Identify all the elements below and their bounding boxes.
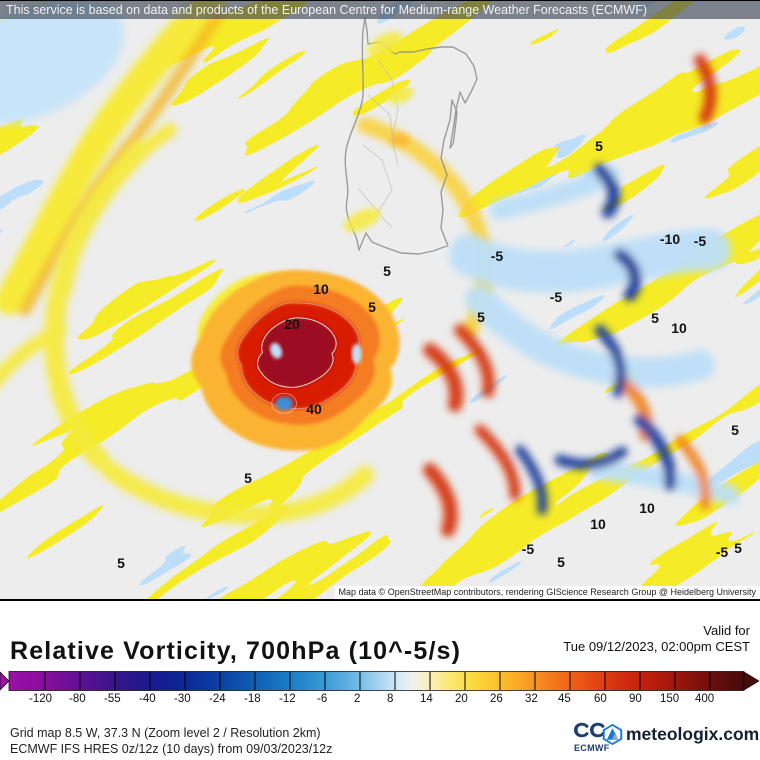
svg-text:40: 40 <box>306 401 322 417</box>
svg-text:5: 5 <box>383 263 391 279</box>
svg-text:-5: -5 <box>694 233 707 249</box>
svg-text:10: 10 <box>639 500 655 516</box>
svg-text:-5: -5 <box>550 289 563 305</box>
svg-text:5: 5 <box>734 540 742 556</box>
svg-text:5: 5 <box>557 554 565 570</box>
svg-text:5: 5 <box>368 299 376 315</box>
svg-text:10: 10 <box>590 516 606 532</box>
svg-text:10: 10 <box>671 320 687 336</box>
svg-text:10: 10 <box>313 281 329 297</box>
svg-text:-5: -5 <box>716 544 729 560</box>
svg-text:5: 5 <box>117 555 125 571</box>
svg-text:-5: -5 <box>522 541 535 557</box>
svg-text:5: 5 <box>244 470 252 486</box>
svg-text:5: 5 <box>477 309 485 325</box>
svg-text:-10: -10 <box>660 231 680 247</box>
svg-text:5: 5 <box>595 138 603 154</box>
svg-text:5: 5 <box>651 310 659 326</box>
svg-text:5: 5 <box>731 422 739 438</box>
svg-text:20: 20 <box>284 316 300 332</box>
svg-text:-5: -5 <box>491 248 504 264</box>
